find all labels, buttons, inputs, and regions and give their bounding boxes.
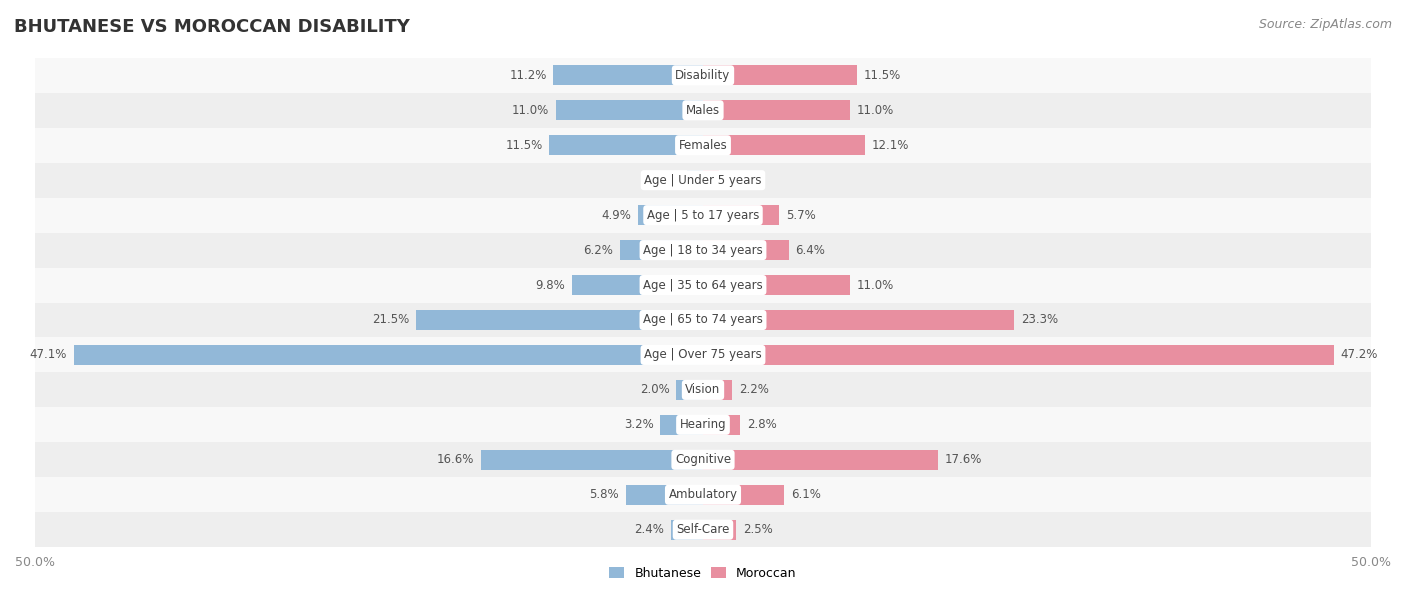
Text: Source: ZipAtlas.com: Source: ZipAtlas.com (1258, 18, 1392, 31)
Text: Age | Over 75 years: Age | Over 75 years (644, 348, 762, 362)
Bar (703, 205, 779, 225)
Text: 1.2%: 1.2% (725, 174, 755, 187)
Bar (73, 345, 703, 365)
Text: Disability: Disability (675, 69, 731, 82)
Bar (35, 373, 1371, 408)
Text: 2.0%: 2.0% (640, 383, 669, 397)
Text: 5.8%: 5.8% (589, 488, 619, 501)
Bar (703, 65, 856, 86)
Text: Age | 35 to 64 years: Age | 35 to 64 years (643, 278, 763, 291)
Bar (35, 408, 1371, 442)
Text: 11.5%: 11.5% (863, 69, 901, 82)
Text: 47.2%: 47.2% (1340, 348, 1378, 362)
Bar (671, 520, 703, 540)
Text: 4.9%: 4.9% (600, 209, 631, 222)
Bar (416, 310, 703, 330)
Bar (35, 337, 1371, 373)
Bar (703, 415, 741, 435)
Text: Females: Females (679, 139, 727, 152)
Bar (554, 65, 703, 86)
Bar (703, 520, 737, 540)
Bar (703, 450, 938, 470)
Text: 11.5%: 11.5% (505, 139, 543, 152)
Bar (35, 267, 1371, 302)
Bar (35, 302, 1371, 337)
Text: 2.5%: 2.5% (744, 523, 773, 536)
Text: 2.2%: 2.2% (740, 383, 769, 397)
Bar (703, 275, 851, 295)
Text: Age | 18 to 34 years: Age | 18 to 34 years (643, 244, 763, 256)
Bar (35, 442, 1371, 477)
Text: 21.5%: 21.5% (371, 313, 409, 326)
Bar (661, 415, 703, 435)
Bar (637, 205, 703, 225)
Bar (550, 135, 703, 155)
Text: 16.6%: 16.6% (437, 453, 475, 466)
Text: Males: Males (686, 104, 720, 117)
Text: 6.4%: 6.4% (796, 244, 825, 256)
Bar (703, 380, 733, 400)
Bar (688, 170, 703, 190)
Bar (703, 135, 865, 155)
Text: Age | 5 to 17 years: Age | 5 to 17 years (647, 209, 759, 222)
Bar (676, 380, 703, 400)
Bar (572, 275, 703, 295)
Bar (555, 100, 703, 121)
Text: 9.8%: 9.8% (536, 278, 565, 291)
Text: 1.2%: 1.2% (651, 174, 681, 187)
Text: 2.8%: 2.8% (747, 419, 778, 431)
Text: Cognitive: Cognitive (675, 453, 731, 466)
Text: 11.0%: 11.0% (856, 278, 894, 291)
Bar (620, 240, 703, 260)
Bar (703, 310, 1014, 330)
Text: Self-Care: Self-Care (676, 523, 730, 536)
Text: 11.2%: 11.2% (509, 69, 547, 82)
Text: 5.7%: 5.7% (786, 209, 815, 222)
Bar (35, 233, 1371, 267)
Text: 47.1%: 47.1% (30, 348, 67, 362)
Bar (35, 93, 1371, 128)
Text: 11.0%: 11.0% (856, 104, 894, 117)
Text: Vision: Vision (685, 383, 721, 397)
Legend: Bhutanese, Moroccan: Bhutanese, Moroccan (609, 567, 797, 580)
Text: 23.3%: 23.3% (1021, 313, 1059, 326)
Bar (703, 170, 718, 190)
Bar (626, 485, 703, 505)
Text: BHUTANESE VS MOROCCAN DISABILITY: BHUTANESE VS MOROCCAN DISABILITY (14, 18, 411, 36)
Bar (35, 198, 1371, 233)
Text: 17.6%: 17.6% (945, 453, 983, 466)
Bar (703, 485, 785, 505)
Text: Age | Under 5 years: Age | Under 5 years (644, 174, 762, 187)
Bar (35, 128, 1371, 163)
Text: Hearing: Hearing (679, 419, 727, 431)
Text: 6.2%: 6.2% (583, 244, 613, 256)
Text: 12.1%: 12.1% (872, 139, 908, 152)
Text: 3.2%: 3.2% (624, 419, 654, 431)
Bar (481, 450, 703, 470)
Text: Ambulatory: Ambulatory (668, 488, 738, 501)
Text: Age | 65 to 74 years: Age | 65 to 74 years (643, 313, 763, 326)
Bar (35, 512, 1371, 547)
Bar (35, 477, 1371, 512)
Text: 11.0%: 11.0% (512, 104, 550, 117)
Text: 6.1%: 6.1% (792, 488, 821, 501)
Text: 2.4%: 2.4% (634, 523, 664, 536)
Bar (703, 240, 789, 260)
Bar (703, 345, 1334, 365)
Bar (35, 58, 1371, 93)
Bar (703, 100, 851, 121)
Bar (35, 163, 1371, 198)
